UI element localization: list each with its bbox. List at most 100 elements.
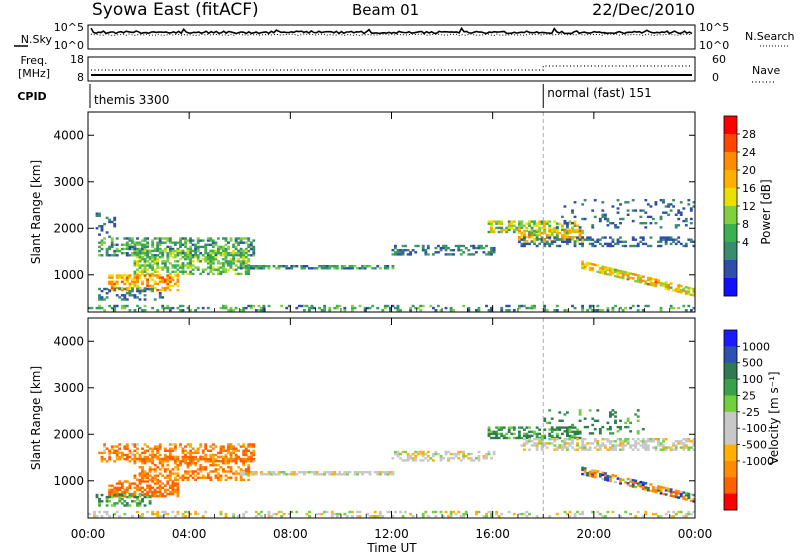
heatmap-cell (426, 450, 430, 454)
heatmap-cell (199, 252, 203, 255)
heatmap-cell (143, 245, 147, 249)
heatmap-cell (543, 220, 547, 223)
heatmap-cell (95, 493, 99, 497)
heatmap-cell (118, 451, 122, 455)
x-axis-ticks: 00:00 04:00 08:00 12:00 16:00 20:00 00:00 (71, 112, 712, 541)
heatmap-cell (609, 267, 612, 270)
heatmap-cell (477, 459, 481, 462)
heatmap-cell (176, 289, 180, 292)
heatmap-cell (576, 236, 579, 239)
heatmap-cell (186, 470, 190, 473)
heatmap-cell (394, 452, 397, 456)
heatmap-cell (244, 266, 248, 269)
heatmap-cell (515, 226, 519, 230)
heatmap-cell (168, 274, 172, 277)
heatmap-cell (158, 490, 162, 494)
heatmap-cell (176, 478, 180, 482)
heatmap-cell (88, 306, 91, 310)
heatmap-cell (487, 432, 491, 436)
heatmap-cell (179, 443, 182, 446)
heatmap-cell (214, 459, 218, 463)
heatmap-cell (611, 474, 615, 477)
heatmap-cell (533, 233, 536, 237)
heatmap-cell (229, 458, 233, 461)
heatmap-cell (176, 268, 180, 271)
heatmap-cell (303, 309, 306, 312)
heatmap-cell (657, 438, 660, 441)
heatmap-cell (239, 247, 243, 251)
heatmap-cell (184, 510, 187, 514)
heatmap-cell (689, 499, 693, 502)
heatmap-cell (163, 266, 167, 269)
heatmap-cell (528, 231, 531, 235)
heatmap-cell (568, 444, 572, 447)
heatmap-cell (550, 240, 554, 243)
heatmap-cell (538, 432, 542, 436)
heatmap-cell (136, 280, 139, 283)
heatmap-cell (156, 466, 160, 469)
heatmap-cell (141, 466, 144, 469)
heatmap-cell (118, 443, 122, 446)
heatmap-cell (141, 280, 144, 283)
heatmap-cell (254, 309, 258, 312)
heatmap-cell (611, 244, 615, 248)
heatmap-cell (146, 268, 150, 271)
heatmap-cell (490, 224, 493, 227)
heatmap-cell (136, 451, 139, 455)
heatmap-cell (105, 231, 109, 234)
heatmap-cell (232, 447, 236, 450)
heatmap-cell (432, 455, 435, 458)
heatmap-cell (629, 446, 633, 449)
heatmap-cell (206, 254, 210, 257)
heatmap-cell (136, 253, 139, 257)
heatmap-cell (561, 426, 564, 429)
heatmap-cell (110, 445, 114, 448)
heatmap-cell (687, 286, 691, 290)
heatmap-cell (125, 286, 129, 290)
heatmap-cell (275, 473, 279, 476)
heatmap-cell (351, 306, 354, 310)
heatmap-cell (143, 309, 147, 312)
heatmap-cell (573, 515, 577, 518)
heatmap-cell (161, 466, 165, 469)
heatmap-cell (131, 458, 134, 461)
heatmap-cell (533, 220, 536, 223)
heatmap-cell (181, 309, 185, 312)
heatmap-cell (249, 247, 253, 251)
freq-tick-top: 18 (70, 53, 84, 66)
heatmap-cell (674, 444, 678, 447)
x-tick-label: 04:00 (172, 527, 207, 541)
heatmap-cell (138, 292, 142, 295)
heatmap-cell (566, 236, 569, 239)
heatmap-cell (163, 495, 167, 498)
beam-title: Beam 01 (352, 1, 419, 19)
heatmap-cell (131, 245, 134, 249)
heatmap-cell (168, 486, 172, 489)
heatmap-cell (330, 471, 334, 474)
heatmap-cell (232, 260, 236, 263)
heatmap-cell (148, 468, 152, 471)
heatmap-cell (118, 296, 122, 299)
colorbar-segment (724, 411, 737, 429)
heatmap-cell (257, 512, 261, 516)
heatmap-cell (404, 450, 407, 454)
heatmap-cell (163, 476, 167, 479)
heatmap-cell (120, 495, 124, 498)
heatmap-cell (133, 296, 137, 299)
heatmap-cell (449, 309, 453, 312)
heatmap-cell (171, 278, 175, 281)
heatmap-cell (113, 280, 117, 283)
heatmap-cell (242, 457, 246, 461)
heatmap-cell (108, 484, 112, 487)
heatmap-cell (535, 444, 539, 447)
heatmap-cell (568, 436, 572, 440)
heatmap-cell (265, 473, 268, 476)
heatmap-cell (310, 306, 314, 310)
heatmap-cell (679, 510, 683, 514)
heatmap-cell (158, 445, 162, 448)
colorbar-segment (724, 224, 737, 243)
heatmap-cell (146, 278, 150, 281)
heatmap-cell (239, 272, 243, 276)
heatmap-cell (163, 249, 167, 253)
heatmap-cell (601, 309, 605, 312)
